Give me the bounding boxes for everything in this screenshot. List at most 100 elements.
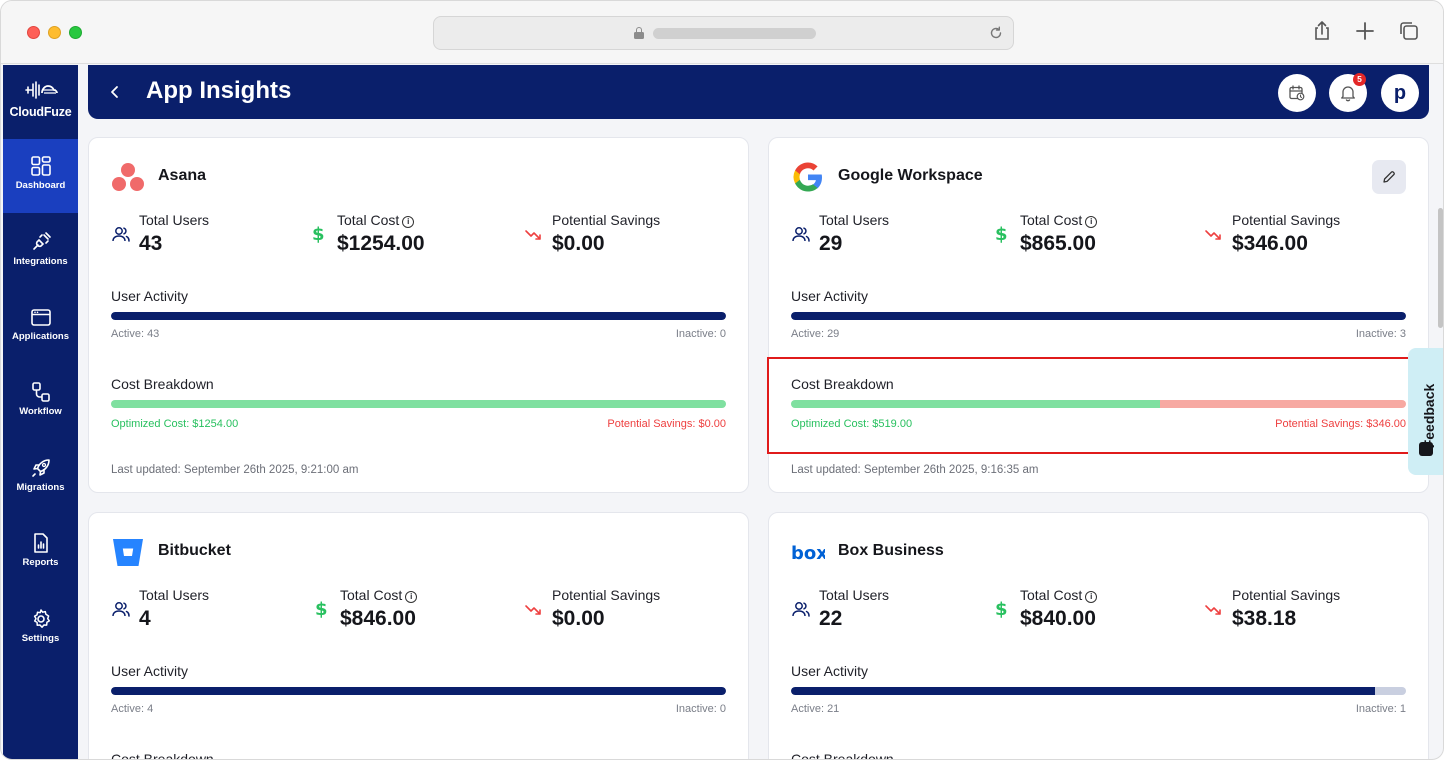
reload-icon[interactable] bbox=[987, 24, 1005, 42]
last-updated: Last updated: September 26th 2025, 9:21:… bbox=[111, 464, 359, 476]
app-card-google-workspace[interactable]: Google Workspace Total Users 29 $ Total … bbox=[768, 137, 1429, 493]
cost-breakdown-label: Cost Breakdown bbox=[111, 376, 214, 392]
share-icon[interactable] bbox=[1310, 19, 1334, 43]
sidebar-item-label: Dashboard bbox=[15, 180, 66, 191]
optimized-cost-fill bbox=[111, 400, 726, 408]
user-activity-bar bbox=[111, 312, 726, 320]
potential-savings-value: $0.00 bbox=[552, 232, 605, 255]
stat-label: Total Cost i bbox=[1020, 212, 1098, 228]
sidebar-item-label: Applications bbox=[11, 331, 69, 342]
app-name: Asana bbox=[158, 167, 207, 184]
sidebar-item-applications[interactable]: Applications bbox=[3, 290, 78, 364]
url-text bbox=[653, 28, 816, 39]
app-card-bitbucket[interactable]: Bitbucket Total Users 4 $ Total Cost i $8… bbox=[88, 512, 749, 759]
stat-label: Total Users bbox=[819, 587, 890, 603]
stat-label: Total Cost i bbox=[340, 587, 418, 603]
app-name: Bitbucket bbox=[158, 542, 231, 559]
active-count: Active: 29 bbox=[791, 328, 840, 340]
svg-text:$: $ bbox=[315, 599, 328, 619]
user-avatar[interactable]: p bbox=[1381, 74, 1419, 112]
active-users-fill bbox=[111, 687, 726, 695]
total-users-value: 43 bbox=[139, 232, 163, 255]
box-icon: box bbox=[791, 543, 825, 564]
inactive-count: Inactive: 0 bbox=[675, 703, 726, 715]
close-window-button[interactable] bbox=[27, 26, 40, 39]
app-card-asana[interactable]: Asana Total Users 43 $ Total Cost i $1254… bbox=[88, 137, 749, 493]
sidebar-item-dashboard[interactable]: Dashboard bbox=[3, 139, 78, 213]
active-users-fill bbox=[791, 312, 1406, 320]
users-icon bbox=[112, 602, 130, 617]
back-button[interactable] bbox=[108, 82, 122, 102]
optimized-cost-text: Optimized Cost: $519.00 bbox=[791, 418, 913, 430]
total-users-value: 22 bbox=[819, 607, 843, 630]
user-activity-label: User Activity bbox=[791, 288, 869, 304]
svg-text:box: box bbox=[791, 543, 825, 564]
total-cost-value: $846.00 bbox=[340, 607, 416, 630]
potential-savings-fill bbox=[1160, 400, 1406, 408]
user-activity-label: User Activity bbox=[111, 288, 189, 304]
feedback-icon bbox=[1419, 442, 1433, 456]
potential-savings-value: $0.00 bbox=[552, 607, 605, 630]
info-icon[interactable]: i bbox=[1085, 216, 1098, 228]
user-activity-label: User Activity bbox=[791, 663, 869, 679]
asana-icon bbox=[112, 163, 144, 191]
stat-label: Potential Savings bbox=[552, 212, 661, 228]
total-cost-value: $1254.00 bbox=[337, 232, 425, 255]
stat-label: Potential Savings bbox=[1232, 212, 1341, 228]
zoom-window-button[interactable] bbox=[69, 26, 82, 39]
address-bar[interactable] bbox=[433, 16, 1014, 50]
app-card-box-business[interactable]: box Box Business Total Users 22 $ Total … bbox=[768, 512, 1429, 760]
inactive-count: Inactive: 1 bbox=[1355, 703, 1406, 715]
dollar-icon: $ bbox=[995, 599, 1008, 619]
cost-breakdown-label: Cost Breakdown bbox=[791, 751, 894, 760]
feedback-tab[interactable]: Feedback bbox=[1408, 348, 1443, 475]
cloudfuze-logo[interactable]: CloudFuze bbox=[3, 79, 78, 119]
edit-button[interactable] bbox=[1372, 160, 1406, 194]
bell-icon bbox=[1341, 86, 1355, 102]
report-icon bbox=[33, 533, 48, 553]
new-tab-icon[interactable] bbox=[1353, 19, 1377, 43]
cost-breakdown-label: Cost Breakdown bbox=[791, 376, 894, 392]
sidebar: CloudFuze Dashboard Integrations Applica… bbox=[3, 65, 78, 759]
sidebar-item-integrations[interactable]: Integrations bbox=[3, 215, 78, 289]
rocket-icon bbox=[31, 459, 50, 477]
user-activity-label: User Activity bbox=[111, 663, 189, 679]
tabs-overview-icon[interactable] bbox=[1397, 19, 1421, 43]
sidebar-item-reports[interactable]: Reports bbox=[3, 516, 78, 590]
info-icon[interactable]: i bbox=[1085, 591, 1098, 603]
lock-icon bbox=[634, 27, 644, 39]
calendar-clock-icon bbox=[1289, 85, 1305, 101]
page-scrollbar[interactable] bbox=[1438, 208, 1443, 328]
page-header: App Insights 5 p bbox=[88, 65, 1429, 119]
schedule-button[interactable] bbox=[1278, 74, 1316, 112]
total-cost-value: $865.00 bbox=[1020, 232, 1096, 255]
minimize-window-button[interactable] bbox=[48, 26, 61, 39]
users-icon bbox=[112, 227, 130, 242]
sidebar-item-settings[interactable]: Settings bbox=[3, 592, 78, 666]
chevron-left-icon bbox=[111, 86, 118, 98]
potential-savings-text: Potential Savings: $346.00 bbox=[1275, 418, 1406, 430]
sidebar-item-workflow[interactable]: Workflow bbox=[3, 365, 78, 439]
active-count: Active: 4 bbox=[111, 703, 154, 715]
active-count: Active: 43 bbox=[111, 328, 160, 340]
window-icon bbox=[30, 309, 51, 326]
info-icon[interactable]: i bbox=[405, 591, 418, 603]
stat-label: Total Cost i bbox=[1020, 587, 1098, 603]
cloudfuze-logo-mark bbox=[24, 81, 58, 99]
sidebar-item-migrations[interactable]: Migrations bbox=[3, 441, 78, 515]
users-icon bbox=[792, 227, 810, 242]
active-users-fill bbox=[111, 312, 726, 320]
active-count: Active: 21 bbox=[791, 703, 840, 715]
user-activity-bar bbox=[111, 687, 726, 695]
notifications-button[interactable]: 5 bbox=[1329, 73, 1367, 112]
brand-name: CloudFuze bbox=[9, 105, 72, 119]
dollar-icon: $ bbox=[312, 224, 325, 244]
sidebar-item-label: Settings bbox=[21, 633, 60, 644]
plug-icon bbox=[32, 232, 51, 250]
stat-label: Potential Savings bbox=[552, 587, 661, 603]
last-updated: Last updated: September 26th 2025, 9:16:… bbox=[791, 464, 1039, 476]
svg-text:$: $ bbox=[312, 224, 325, 244]
info-icon[interactable]: i bbox=[402, 216, 415, 228]
cost-breakdown-bar bbox=[111, 400, 726, 408]
